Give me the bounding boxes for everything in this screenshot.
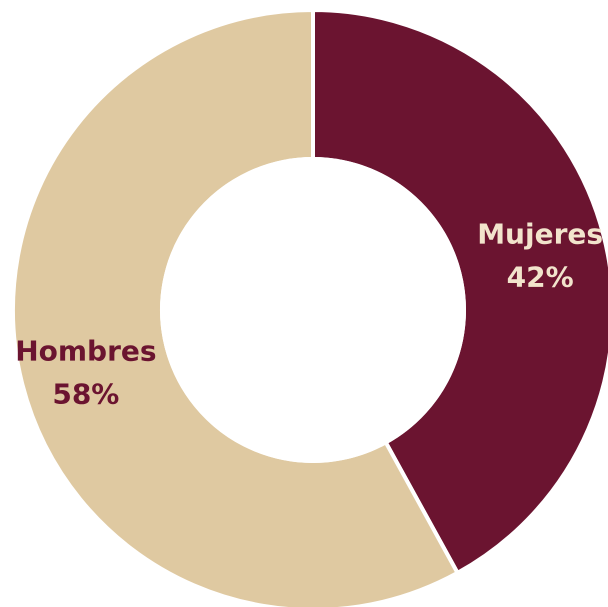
slice-category-hombres: Hombres [15,334,156,367]
slice-labels: Mujeres 42% Hombres 58% [15,218,603,411]
slice-category-mujeres: Mujeres [477,218,603,251]
slice-percent-hombres: 58% [52,377,119,410]
slice-label-hombres: Hombres 58% [15,334,156,410]
donut-hole [160,157,466,463]
slice-percent-mujeres: 42% [507,261,574,294]
slice-label-mujeres: Mujeres 42% [477,218,603,294]
